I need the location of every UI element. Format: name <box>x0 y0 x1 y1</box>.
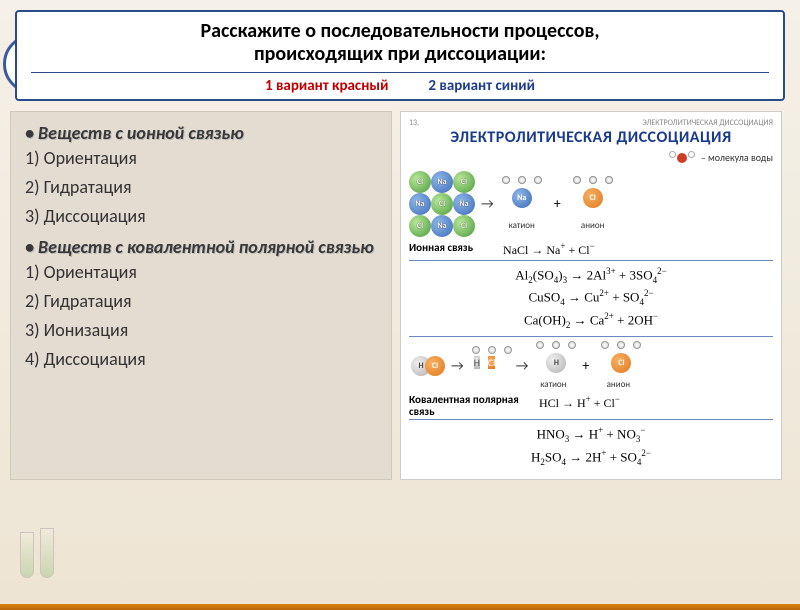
arrow-icon: → <box>516 357 529 374</box>
list-item: 3) Диссоциация <box>25 202 377 231</box>
ionic-bond-heading: Веществ с ионной связью <box>41 122 377 144</box>
equation: CuSO4 → Cu2+ + SO42− <box>409 287 773 309</box>
arrow-icon: → <box>451 357 464 374</box>
poster-category: ЭЛЕКТРОЛИТИЧЕСКАЯ ДИССОЦИАЦИЯ <box>642 118 773 128</box>
title-block: Расскажите о последовательности процессо… <box>15 10 785 101</box>
poster-title: ЭЛЕКТРОЛИТИЧЕСКАЯ ДИССОЦИАЦИЯ <box>409 130 773 147</box>
legend-row: – молекула воды <box>409 151 773 165</box>
chemistry-poster: 13. ЭЛЕКТРОЛИТИЧЕСКАЯ ДИССОЦИАЦИЯ ЭЛЕКТР… <box>400 111 782 480</box>
hydrated-anion: Cl анион <box>571 176 615 231</box>
list-item: 2) Гидратация <box>25 173 377 202</box>
anion-label: анион <box>599 379 637 390</box>
plus-icon: + <box>554 195 561 212</box>
list-item: 1) Ориентация <box>25 144 377 173</box>
variant-2-label: 2 вариант синий <box>428 77 535 95</box>
hcl-equation: HCl → H+ + Cl− <box>539 394 620 417</box>
covalent-eq-row: Ковалентная полярная связь HCl → H+ + Cl… <box>409 394 773 420</box>
hydrated-cation: Na катион <box>500 176 544 231</box>
equation: HNO3 → H+ + NO3− <box>409 424 773 446</box>
poster-number: 13. <box>409 118 419 128</box>
nacl-crystal: ClNaCl NaClNa ClNaCl <box>409 171 475 237</box>
hydrated-anion-cl: Cl анион <box>599 341 637 390</box>
arrow-icon: → <box>481 195 494 212</box>
legend-label: – молекула воды <box>701 151 773 164</box>
list-item: 4) Диссоциация <box>25 345 377 374</box>
list-item: 1) Ориентация <box>25 258 377 287</box>
variant-row: 1 вариант красный 2 вариант синий <box>31 72 769 95</box>
covalent-diagram-row: H Cl → H Cl → H катион + Cl <box>409 337 773 394</box>
ionic-bond-label: Ионная связь <box>409 241 473 258</box>
list-item: 3) Ионизация <box>25 316 377 345</box>
equation: Ca(OH)2 → Ca2+ + 2OH− <box>409 310 773 332</box>
hcl-hydrated: H Cl <box>470 346 510 386</box>
cation-label: катион <box>500 220 544 231</box>
slide: Расскажите о последовательности процессо… <box>10 10 790 590</box>
water-molecule-icon <box>669 151 695 165</box>
equations-block-2: HNO3 → H+ + NO3− H2SO4 → 2H+ + SO42− <box>409 420 773 473</box>
slide-title-line1: Расскажите о последовательности процессо… <box>31 20 769 43</box>
variant-1-label: 1 вариант красный <box>265 77 388 95</box>
equation: H2SO4 → 2H+ + SO42− <box>409 447 773 469</box>
anion-label: анион <box>571 220 615 231</box>
list-item: 2) Гидратация <box>25 287 377 316</box>
ionic-eq-row: Ионная связь NaCl → Na+ + Cl− <box>409 241 773 261</box>
ionic-diagram-row: ClNaCl NaClNa ClNaCl → Na катион + Cl ан… <box>409 167 773 241</box>
covalent-bond-heading: Веществ с ковалентной полярной связью <box>41 236 377 258</box>
equation: Al2(SO4)3 → 2Al3+ + 3SO42− <box>409 265 773 287</box>
covalent-bond-label: Ковалентная полярная связь <box>409 394 519 417</box>
footer-bar <box>0 604 800 610</box>
content-row: Веществ с ионной связью 1) Ориентация 2)… <box>10 111 790 480</box>
hydrated-cation-h: H катион <box>534 341 572 390</box>
cation-label: катион <box>534 379 572 390</box>
plus-icon: + <box>582 357 589 374</box>
equations-block-1: Al2(SO4)3 → 2Al3+ + 3SO42− CuSO4 → Cu2+ … <box>409 261 773 337</box>
background-lab-photo <box>10 524 120 584</box>
slide-title-line2: происходящих при диссоциации: <box>31 43 769 66</box>
process-list-panel: Веществ с ионной связью 1) Ориентация 2)… <box>10 111 392 480</box>
poster-header: 13. ЭЛЕКТРОЛИТИЧЕСКАЯ ДИССОЦИАЦИЯ <box>409 118 773 128</box>
hcl-molecule: H Cl <box>409 348 445 384</box>
nacl-equation: NaCl → Na+ + Cl− <box>503 241 595 258</box>
